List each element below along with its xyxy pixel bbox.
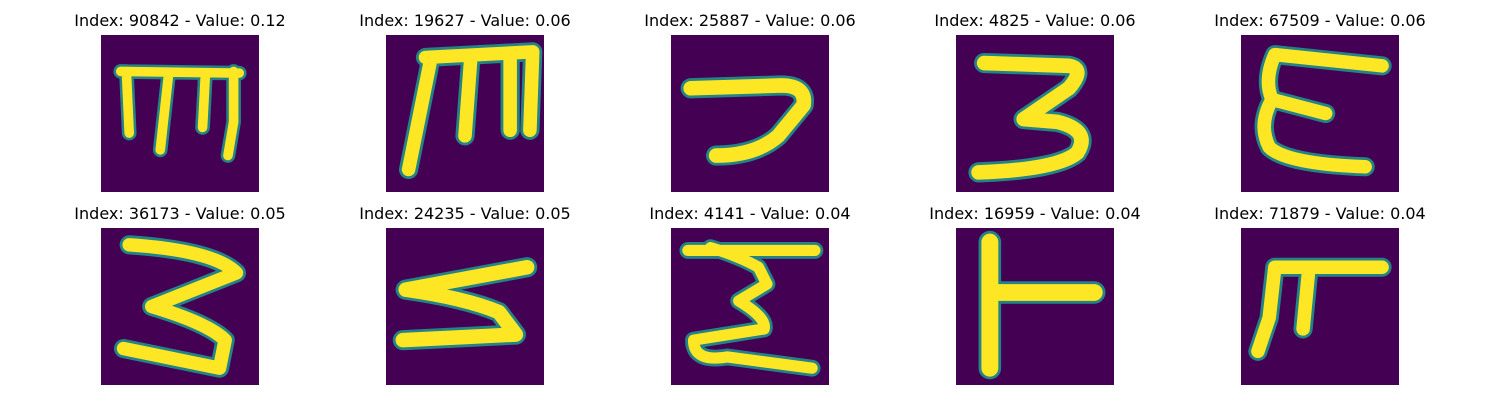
glyph-three-icon: [956, 35, 1114, 192]
glyph-sigma-icon: [671, 228, 829, 385]
panel-title: Index: 36173 - Value: 0.05: [74, 204, 286, 223]
glyph-seven-icon: [671, 35, 829, 192]
panel-title: Index: 4141 - Value: 0.04: [649, 204, 851, 223]
panel-8: Index: 4141 - Value: 0.04: [625, 193, 875, 385]
panel-3: Index: 25887 - Value: 0.06: [625, 0, 875, 192]
glyph-image: [101, 228, 259, 385]
panel-title: Index: 19627 - Value: 0.06: [359, 11, 571, 30]
panel-2: Index: 19627 - Value: 0.06: [340, 0, 590, 192]
glyph-three-icon: [101, 228, 259, 385]
panel-title: Index: 90842 - Value: 0.12: [74, 11, 286, 30]
panel-4: Index: 4825 - Value: 0.06: [910, 0, 1160, 192]
glyph-t-bar-icon: [956, 228, 1114, 385]
panel-title: Index: 24235 - Value: 0.05: [359, 204, 571, 223]
panel-10: Index: 71879 - Value: 0.04: [1195, 193, 1445, 385]
panel-title: Index: 4825 - Value: 0.06: [934, 11, 1136, 30]
glyph-five-icon: [386, 228, 544, 385]
glyph-image: [1241, 228, 1399, 385]
glyph-pi-icon: [1241, 228, 1399, 385]
glyph-image: [1241, 35, 1399, 192]
glyph-m-icon: [101, 35, 259, 192]
panel-9: Index: 16959 - Value: 0.04: [910, 193, 1160, 385]
glyph-m-icon: [386, 35, 544, 192]
panel-title: Index: 71879 - Value: 0.04: [1214, 204, 1426, 223]
panel-7: Index: 24235 - Value: 0.05: [340, 193, 590, 385]
panel-6: Index: 36173 - Value: 0.05: [55, 193, 305, 385]
glyph-image: [386, 228, 544, 385]
panel-5: Index: 67509 - Value: 0.06: [1195, 0, 1445, 192]
panel-1: Index: 90842 - Value: 0.12: [55, 0, 305, 192]
glyph-image: [956, 228, 1114, 385]
panel-title: Index: 16959 - Value: 0.04: [929, 204, 1141, 223]
panel-title: Index: 67509 - Value: 0.06: [1214, 11, 1426, 30]
glyph-image: [671, 35, 829, 192]
glyph-image: [101, 35, 259, 192]
glyph-epsilon-icon: [1241, 35, 1399, 192]
glyph-image: [386, 35, 544, 192]
panel-title: Index: 25887 - Value: 0.06: [644, 11, 856, 30]
glyph-image: [956, 35, 1114, 192]
glyph-image: [671, 228, 829, 385]
